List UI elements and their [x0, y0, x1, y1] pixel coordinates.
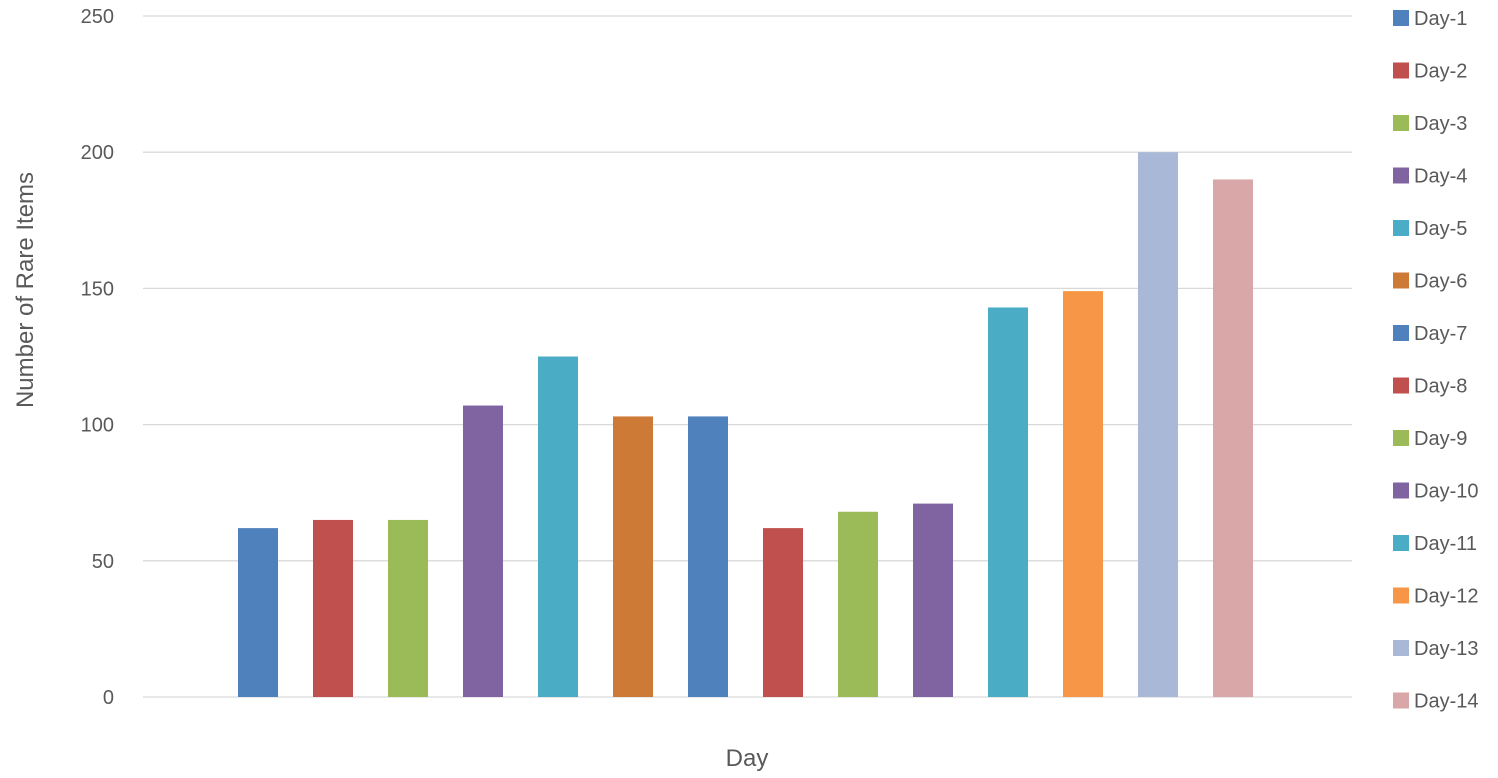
legend: Day-1 Day-2 Day-3 Day-4 Day-5 Day-6 Day-7 Day-8…	[1393, 8, 1478, 713]
bars	[238, 152, 1253, 697]
legend-swatch	[1393, 587, 1409, 604]
x-axis-title: Day	[726, 745, 769, 772]
legend-swatch	[1393, 167, 1409, 184]
bar-day-12	[1063, 291, 1103, 697]
bar-day-7	[688, 416, 728, 697]
legend-label: Day-2	[1414, 61, 1467, 83]
y-tick-label: 100	[81, 415, 114, 437]
y-tick-label: 200	[81, 142, 114, 164]
legend-swatch	[1393, 10, 1409, 26]
legend-swatch	[1393, 377, 1409, 394]
y-tick-label: 150	[81, 278, 114, 300]
y-tick-label: 50	[92, 551, 114, 573]
legend-label: Day-13	[1414, 638, 1478, 660]
legend-label: Day-5	[1414, 218, 1467, 240]
bar-day-9	[838, 511, 878, 697]
legend-swatch	[1393, 482, 1409, 499]
legend-swatch	[1393, 272, 1409, 289]
legend-swatch	[1393, 430, 1409, 446]
legend-label: Day-1	[1414, 8, 1467, 30]
legend-label: Day-8	[1414, 376, 1467, 398]
bar-day-1	[238, 528, 278, 697]
legend-label: Day-7	[1414, 323, 1467, 345]
bar-day-11	[988, 307, 1028, 697]
legend-label: Day-12	[1414, 586, 1478, 608]
legend-label: Day-14	[1414, 691, 1478, 713]
y-tick-label: 250	[81, 6, 114, 28]
y-axis-ticks: 0 50 100 150 200 250	[81, 6, 114, 709]
bar-day-3	[388, 519, 428, 697]
bar-day-2	[313, 519, 353, 697]
legend-swatch	[1393, 325, 1409, 341]
legend-label: Day-10	[1414, 481, 1478, 503]
legend-swatch	[1393, 640, 1409, 656]
legend-swatch	[1393, 692, 1409, 709]
bar-day-10	[913, 503, 953, 697]
y-tick-label: 0	[103, 687, 114, 709]
bar-day-8	[763, 528, 803, 697]
bar-day-13	[1138, 152, 1178, 697]
bar-day-14	[1213, 179, 1253, 697]
legend-label: Day-4	[1414, 166, 1467, 188]
legend-swatch	[1393, 220, 1409, 236]
bar-day-6	[613, 416, 653, 697]
bar-day-4	[463, 405, 503, 697]
legend-label: Day-11	[1414, 533, 1477, 555]
legend-swatch	[1393, 535, 1409, 551]
legend-label: Day-9	[1414, 428, 1467, 450]
bar-day-5	[538, 356, 578, 697]
legend-label: Day-3	[1414, 113, 1467, 135]
legend-swatch	[1393, 62, 1409, 79]
y-axis-title: Number of Rare Items	[12, 172, 39, 408]
legend-swatch	[1393, 115, 1409, 131]
legend-label: Day-6	[1414, 271, 1467, 293]
